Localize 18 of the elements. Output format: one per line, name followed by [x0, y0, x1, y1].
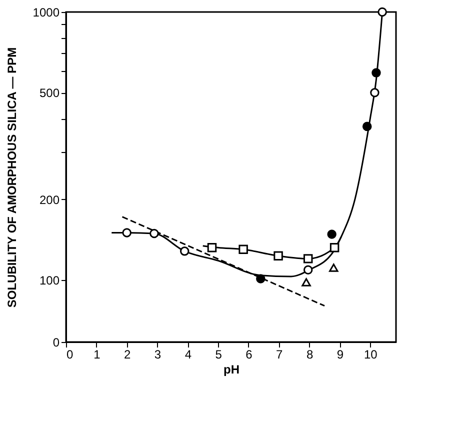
- y-axis-title: SOLUBILITY OF AMORPHOUS SILICA — PPM: [4, 47, 19, 308]
- x-tick-label: 2: [124, 348, 131, 362]
- x-tick-label: 8: [306, 348, 314, 362]
- x-tick-label: 4: [184, 348, 192, 362]
- x-tick-label: 10: [364, 348, 378, 362]
- y-tick-label: 0: [52, 336, 60, 350]
- y-tick-label: 500: [39, 86, 60, 100]
- x-tick-label: 3: [154, 348, 162, 362]
- y-tick-label: 1000: [32, 6, 60, 20]
- x-tick-label: 1: [94, 348, 101, 362]
- x-tick-label: 6: [246, 348, 253, 362]
- y-tick-label: 100: [39, 273, 60, 288]
- x-tick-label: 7: [276, 348, 284, 362]
- x-tick-label: 0: [66, 348, 74, 362]
- x-tick-label: 9: [336, 348, 344, 362]
- y-tick-label: 200: [39, 192, 60, 207]
- x-tick-label: 5: [215, 348, 222, 362]
- x-axis-title: pH: [224, 362, 240, 376]
